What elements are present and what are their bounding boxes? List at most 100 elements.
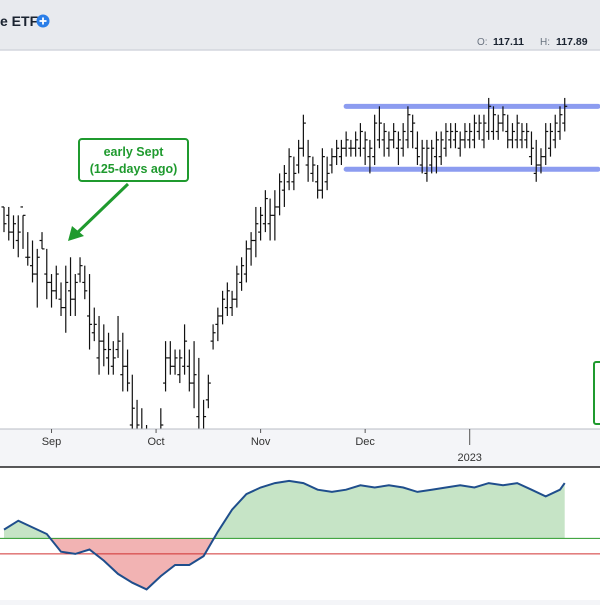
ohlc-bar xyxy=(519,123,525,149)
ohlc-bar xyxy=(96,315,102,375)
ohlc-bar xyxy=(452,123,458,149)
ohlc-bar xyxy=(239,257,245,291)
annotation-line-2: (125-days ago) xyxy=(90,162,178,176)
ohlc-bar xyxy=(172,349,178,375)
ohlc-bar xyxy=(291,156,297,191)
ohlc-bar xyxy=(210,324,216,350)
high-label: H: xyxy=(540,37,550,48)
ohlc-bar xyxy=(562,97,568,132)
ohlc-bar xyxy=(362,131,368,166)
ohlc-bar xyxy=(286,148,292,191)
open-label: O: xyxy=(477,37,488,48)
ohlc-bar xyxy=(429,139,435,174)
ohlc-bar xyxy=(1,206,7,233)
trading-channel xyxy=(343,103,600,172)
ohlc-bar xyxy=(353,131,359,157)
ohlc-bar xyxy=(395,131,401,166)
ohlc-bar xyxy=(329,148,335,174)
ohlc-bar xyxy=(438,131,444,166)
ohlc-bar xyxy=(253,206,259,258)
ohlc-bar xyxy=(77,257,83,283)
ohlc-bar xyxy=(6,206,12,241)
ohlc-bar xyxy=(410,114,416,149)
ohlc-bar xyxy=(300,114,306,157)
ohlc-bar xyxy=(319,148,325,199)
ohlc-bar xyxy=(11,215,17,249)
ohlc-bar xyxy=(457,131,463,157)
ohlc-bar xyxy=(348,139,354,157)
ohlc-bar xyxy=(514,114,520,149)
ohlc-bar xyxy=(357,123,363,157)
indicator-negative-fill xyxy=(50,538,214,590)
x-tick-label: Dec xyxy=(355,436,375,448)
ohlc-bar xyxy=(372,114,378,166)
ohlc-bar xyxy=(448,123,454,149)
ohlc-bar xyxy=(177,349,183,384)
x-tick-label: Oct xyxy=(148,436,165,448)
x-tick: 2023 xyxy=(457,429,482,464)
arrow-down-left-icon xyxy=(68,182,130,241)
ohlc-bar xyxy=(443,123,449,157)
ohlc-bar xyxy=(490,106,496,140)
annotation-callout: early Sept (125-days ago) xyxy=(78,138,189,182)
ohlc-bar xyxy=(414,131,420,166)
ohlc-bar xyxy=(163,341,169,392)
x-tick-label: Sep xyxy=(42,436,62,448)
indicator-area xyxy=(0,479,600,591)
ohlc-bar xyxy=(509,123,515,149)
plus-circle-icon[interactable] xyxy=(36,14,50,28)
price-panel xyxy=(0,51,600,429)
ohlc-bar xyxy=(229,290,235,316)
x-tick: Dec xyxy=(355,429,375,448)
ohlc-bar xyxy=(524,123,530,149)
ohlc-bar xyxy=(277,173,283,216)
ohlc-bar xyxy=(376,106,382,149)
annotation-callout-partial xyxy=(593,361,600,425)
ohlc-bar xyxy=(552,114,558,149)
ohlc-bar xyxy=(557,106,563,140)
x-axis xyxy=(0,429,600,467)
ohlc-bar xyxy=(424,139,430,182)
ohlc-bar xyxy=(310,156,316,182)
ohlc-bar xyxy=(296,139,302,174)
ohlc-bar xyxy=(15,215,21,258)
x-tick: Sep xyxy=(42,429,62,448)
ohlc-bar xyxy=(101,324,107,367)
ohlc-bar xyxy=(215,307,221,342)
ohlc-bar xyxy=(258,206,264,241)
ohlc-bar xyxy=(167,341,173,375)
ohlc-bar xyxy=(538,148,544,174)
ohlc-bar xyxy=(30,240,36,283)
ohlc-bar xyxy=(334,139,340,166)
x-tick: Oct xyxy=(148,429,165,448)
indicator-line xyxy=(3,479,566,591)
ohlc-bar xyxy=(391,123,397,149)
ohlc-bar xyxy=(433,131,439,174)
ohlc-bar xyxy=(343,131,349,157)
ohlc-bar xyxy=(39,232,45,250)
ohlc-bar xyxy=(386,131,392,157)
indicator-positive-fill xyxy=(4,480,565,539)
ohlc-bar xyxy=(324,156,330,191)
x-tick: Nov xyxy=(251,429,271,448)
ohlc-bar xyxy=(419,139,425,174)
ohlc-bar xyxy=(305,139,311,182)
ohlc-bar xyxy=(400,123,406,157)
ohlc-bar xyxy=(262,190,268,233)
ohlc-bar xyxy=(182,324,188,375)
ohlc-bar xyxy=(224,282,230,316)
chart-title: e ETF xyxy=(0,13,39,29)
open-value: 117.11 xyxy=(493,36,524,48)
ohlc-bar xyxy=(462,123,468,149)
ohlc-bar xyxy=(267,198,273,241)
ohlc-bar xyxy=(220,290,226,325)
ohlc-bar xyxy=(505,114,511,149)
ohlc-bar xyxy=(186,349,192,392)
ohlc-bar xyxy=(234,265,240,308)
ohlc-bar xyxy=(115,315,121,358)
ohlc-bar xyxy=(205,374,211,409)
ohlc-bar xyxy=(243,240,249,283)
ohlc-bar xyxy=(49,274,55,308)
